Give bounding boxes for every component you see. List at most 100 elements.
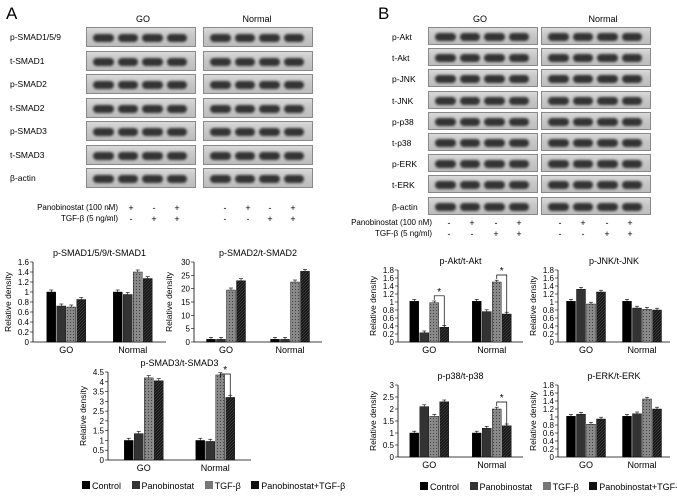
bar <box>429 302 439 343</box>
significance-bracket <box>496 401 508 426</box>
blot-band <box>508 75 529 84</box>
y-tick-label: 1.6 <box>543 389 555 398</box>
y-tick-label: 1.8 <box>383 266 395 275</box>
blot-label: p-Akt <box>392 32 412 42</box>
blot-band <box>166 81 187 89</box>
chart-title: p-p38/t-p38 <box>437 371 483 381</box>
blot-band <box>283 104 304 113</box>
blot-band <box>142 175 163 183</box>
blot-band <box>484 75 505 84</box>
panel-a-group-go: GO <box>135 14 150 24</box>
y-tick-label: 1 <box>100 436 105 445</box>
bar <box>622 416 632 458</box>
treatment-mark: + <box>627 229 633 239</box>
y-tick-label: 2 <box>390 405 395 414</box>
treatment-mark: - <box>558 218 562 228</box>
treatment-mark: + <box>174 214 180 224</box>
blot-band <box>283 151 304 160</box>
blot-band <box>484 54 505 63</box>
bar <box>226 289 236 343</box>
y-axis-label: Relative density <box>164 271 174 332</box>
x-tick-label: GO <box>579 460 593 470</box>
blot-band <box>548 33 569 41</box>
x-tick-label: GO <box>59 345 73 355</box>
treatment-mark: + <box>516 218 522 228</box>
x-tick-label: GO <box>422 345 436 355</box>
chart-title: p-SMAD1/5/9/t-SMAD1 <box>53 248 146 258</box>
legend-b: Control Panobinostat TGF-β Panobinostat+… <box>420 482 677 492</box>
blot-band <box>597 181 618 190</box>
treatment-mark: + <box>516 229 522 239</box>
blot-band <box>166 57 187 66</box>
blot-band <box>484 96 505 105</box>
blot-band <box>435 54 456 63</box>
bar <box>300 271 310 343</box>
blot-band <box>234 34 255 42</box>
legend-label-control: Control <box>430 482 460 492</box>
blot-strip <box>541 111 651 130</box>
bar <box>492 281 502 343</box>
blot-band <box>283 57 304 66</box>
blot-label: p-SMAD3 <box>10 126 47 136</box>
x-tick-label: GO <box>579 345 593 355</box>
blot-band <box>508 117 529 126</box>
significance-star: * <box>437 287 441 298</box>
blot-band <box>117 151 138 160</box>
bar <box>419 406 429 458</box>
blot-band <box>597 75 618 84</box>
chart-title: p-SMAD3/t-SMAD3 <box>140 358 218 368</box>
bar <box>622 301 632 343</box>
y-tick-label: 1 <box>25 288 30 297</box>
bar <box>429 416 439 458</box>
blot-band <box>117 34 138 42</box>
bar <box>225 397 235 461</box>
blot-strip <box>428 27 538 45</box>
bar <box>216 339 226 343</box>
blot-band <box>572 139 593 147</box>
bar <box>133 271 143 343</box>
treatment-mark: - <box>107 203 111 213</box>
blot-band <box>117 128 138 136</box>
blot-strip <box>86 97 196 118</box>
blot-band <box>117 175 138 183</box>
blot-band <box>166 104 187 113</box>
blot-label: t-SMAD2 <box>10 102 45 113</box>
blot-band <box>259 81 280 89</box>
chart-title: p-ERK/t-ERK <box>587 371 640 381</box>
y-tick-label: 3.5 <box>93 388 105 397</box>
y-tick-label: 1.8 <box>543 266 555 275</box>
y-tick-label: 0 <box>390 453 395 462</box>
blot-band <box>459 75 480 84</box>
x-tick-label: GO <box>137 463 151 473</box>
legend-label-panobinostat: Panobinostat <box>141 481 195 491</box>
y-tick-label: 5 <box>186 325 191 334</box>
legend-label-panobinostat: Panobinostat <box>479 482 533 492</box>
blot-label: p-p38 <box>392 116 414 127</box>
significance-bracket <box>219 373 231 398</box>
y-tick-label: 0 <box>25 338 30 347</box>
y-tick-label: 0.6 <box>18 308 30 317</box>
blot-strip <box>203 74 313 94</box>
blot-band <box>572 33 593 41</box>
bar <box>566 416 576 458</box>
blot-band <box>548 202 569 211</box>
blot-label: t-Akt <box>392 53 410 64</box>
y-tick-label: 1.5 <box>93 427 105 436</box>
bar <box>632 413 642 458</box>
blot-label: p-SMAD2 <box>10 79 47 89</box>
blot-band <box>142 104 163 113</box>
treatment-mark: + <box>174 203 180 213</box>
bar <box>596 291 606 343</box>
y-tick-label: 0 <box>550 453 555 462</box>
blot-band <box>548 139 569 147</box>
x-tick-label: Normal <box>627 345 656 355</box>
y-tick-label: 1.6 <box>18 258 30 267</box>
panel-a-group-normal: Normal <box>242 14 272 24</box>
blot-band <box>117 104 138 113</box>
legend-swatch-panobinostat <box>469 482 478 490</box>
blot-band <box>508 96 529 105</box>
blot-band <box>283 81 304 89</box>
treatment-mark: - <box>581 229 585 239</box>
blot-band <box>459 181 480 190</box>
x-tick-label: GO <box>422 460 436 470</box>
